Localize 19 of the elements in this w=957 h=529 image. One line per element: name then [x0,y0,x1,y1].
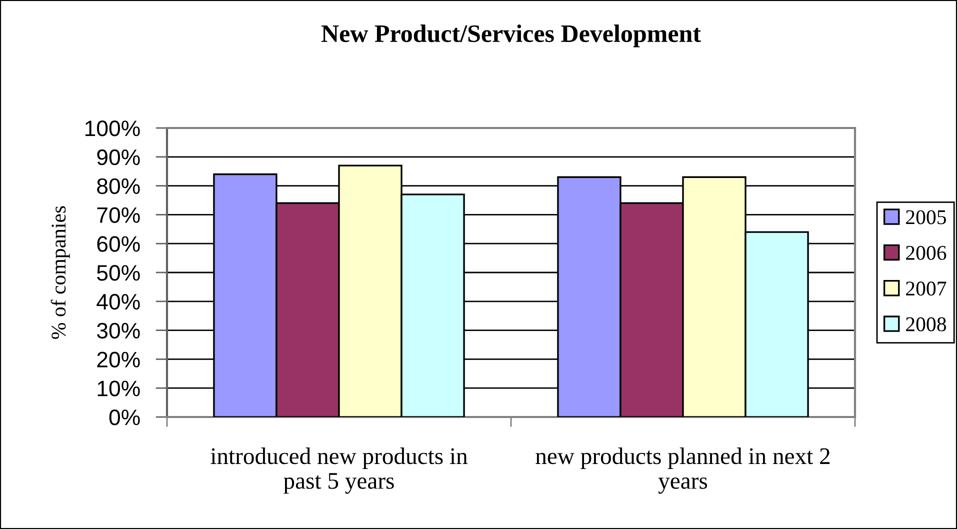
x-tick-label: introduced new products in past 5 years [210,448,468,494]
y-tick-label: 100% [85,120,140,136]
legend-label: 2006 [906,246,946,260]
y-tick-label: 10% [98,380,140,396]
legend-label: 2008 [906,317,946,332]
y-tick-label: 70% [97,207,140,223]
y-tick-label: 30% [96,322,140,339]
y-axis-title: % of companies [50,206,70,339]
x-tick-label: new products planned in next 2 years [536,448,830,494]
y-tick-label: 0% [109,410,140,426]
y-tick-label: 90% [97,149,140,166]
y-tick-label: 40% [96,294,140,310]
y-tick-label: 20% [97,352,140,368]
legend-label: 2007 [906,282,946,296]
y-tick-label: 50% [97,265,140,281]
chart-title: New Product/Services Development [321,24,701,48]
y-tick-label: 60% [97,236,140,252]
y-tick-label: 80% [97,178,140,194]
legend-label: 2005 [906,210,946,224]
